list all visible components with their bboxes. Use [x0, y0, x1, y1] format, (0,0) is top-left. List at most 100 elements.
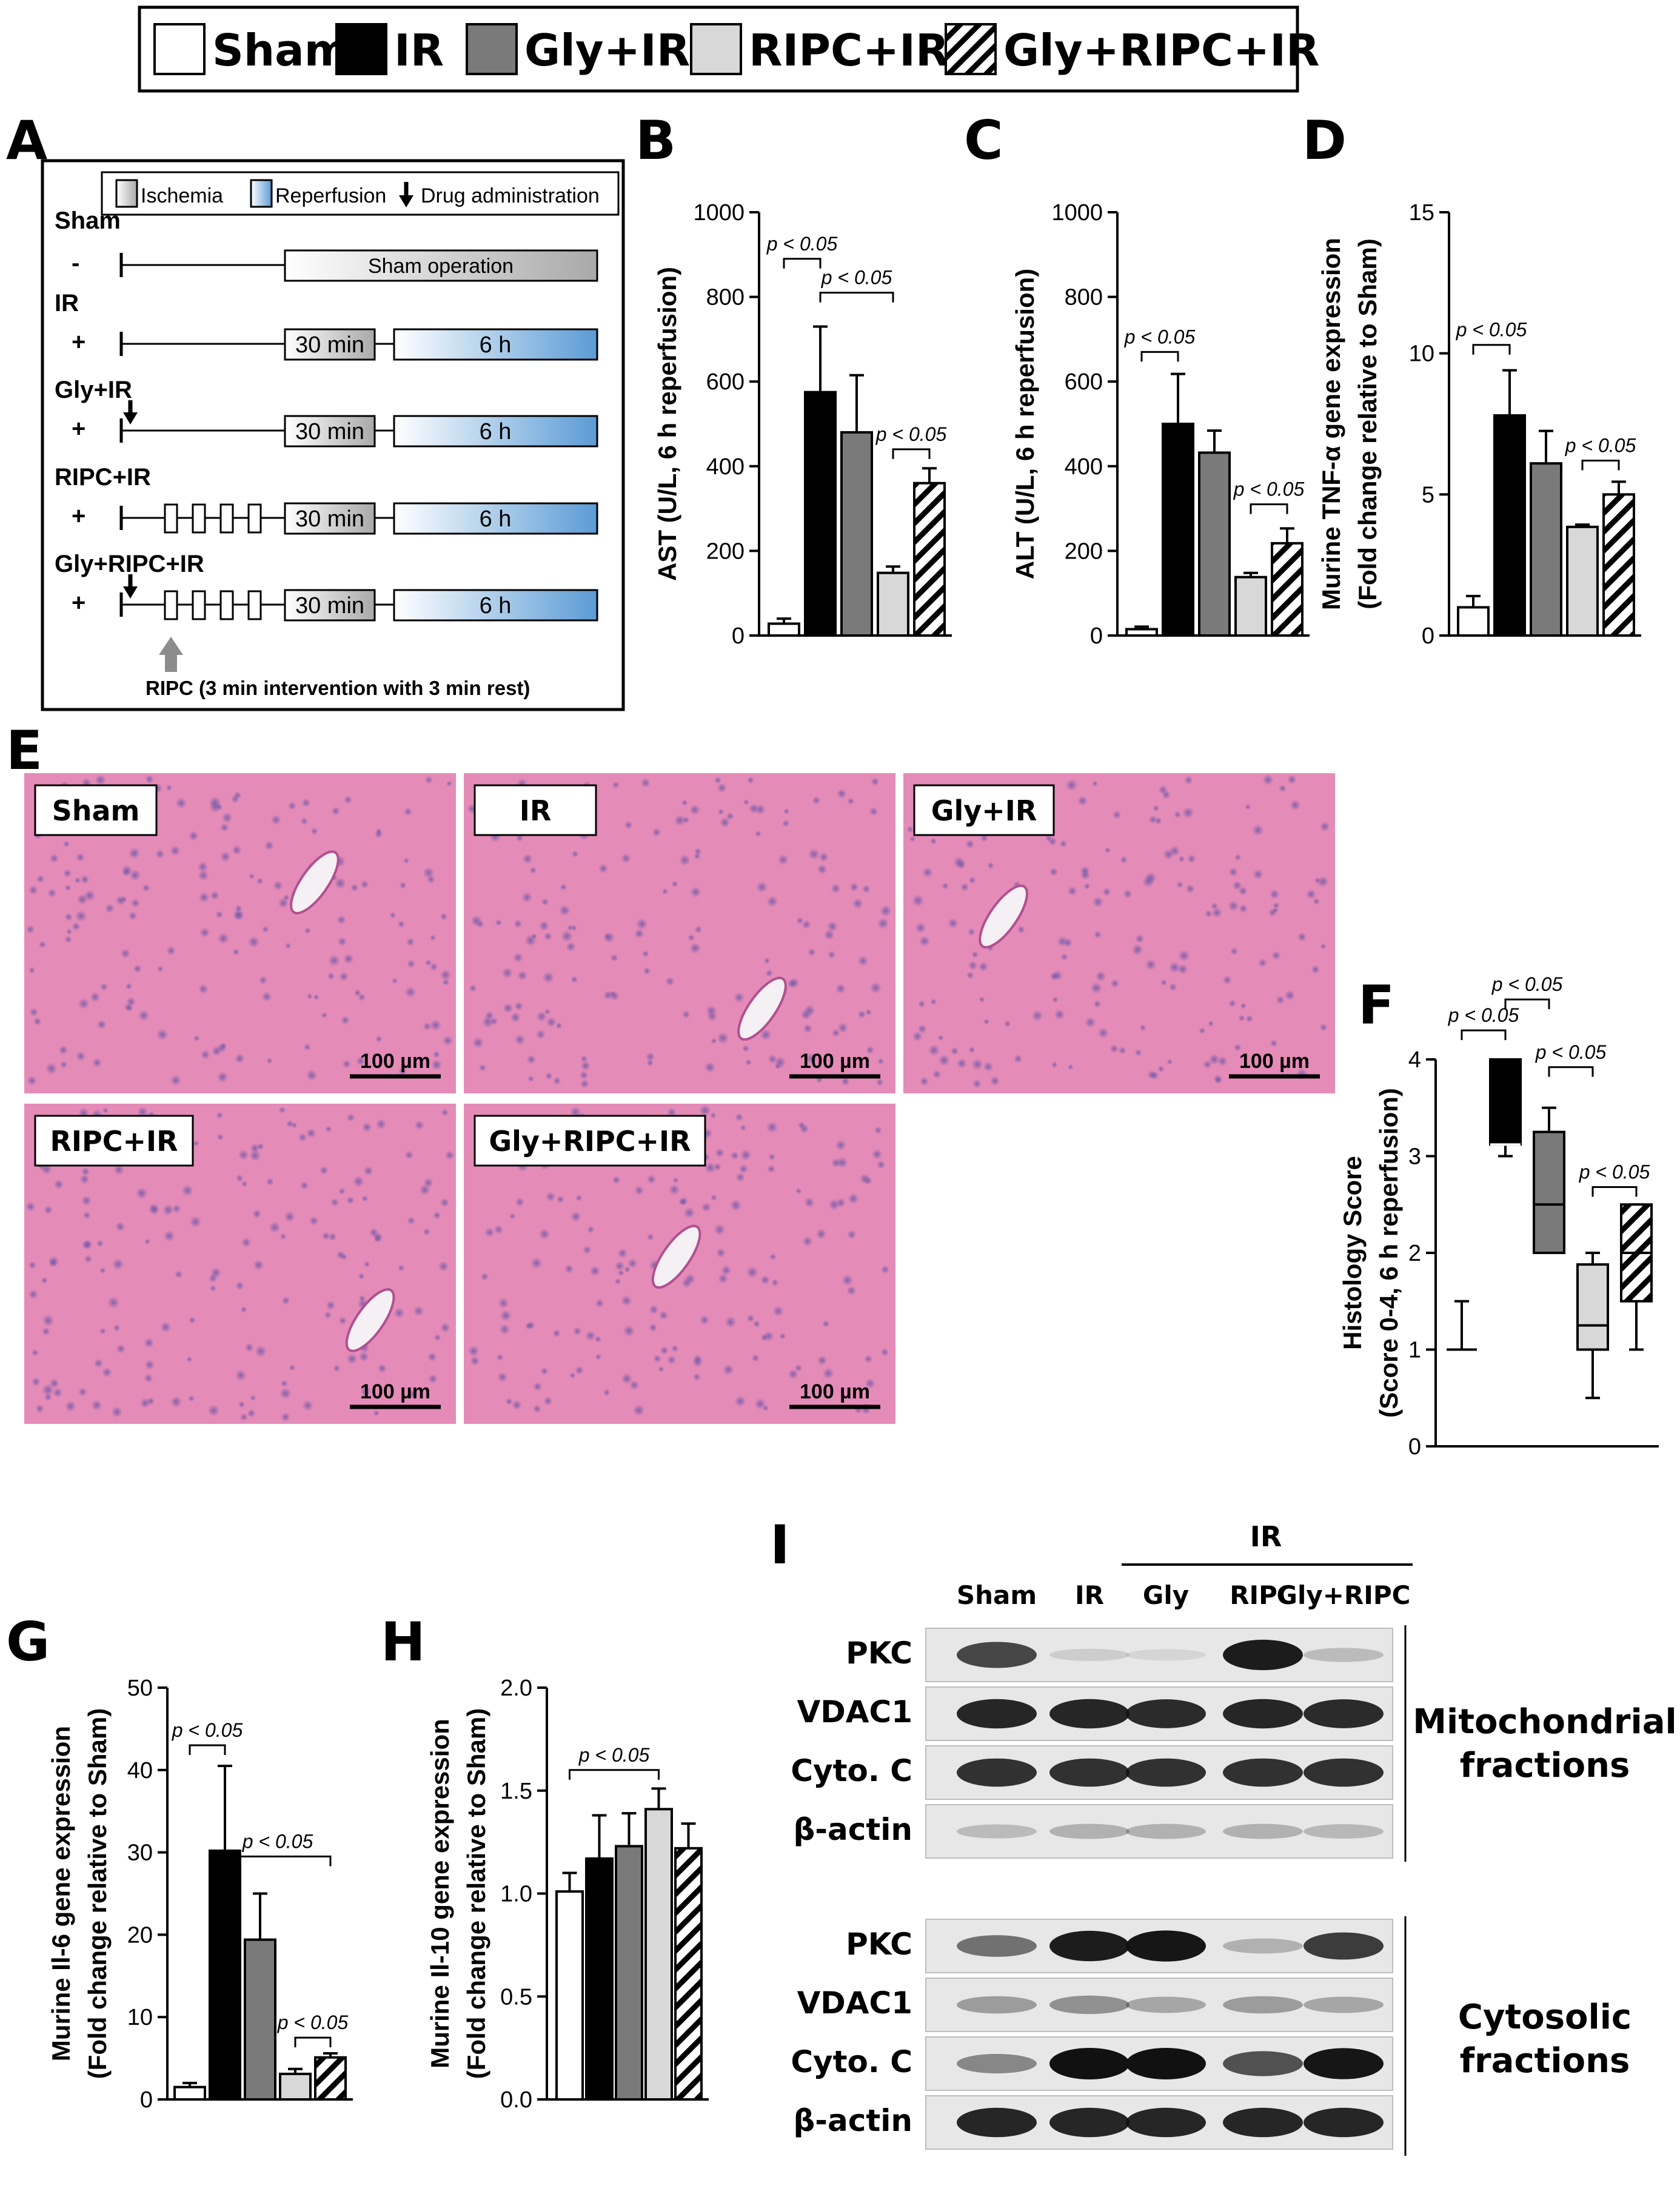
nucleus	[281, 1296, 290, 1305]
nucleus	[762, 1404, 769, 1412]
nucleus	[725, 1316, 737, 1328]
nucleus	[919, 1076, 929, 1086]
nucleus	[284, 1211, 295, 1223]
nucleus	[1142, 875, 1155, 888]
nucleus	[31, 1377, 41, 1387]
nucleus	[1077, 796, 1088, 806]
nucleus	[81, 1167, 90, 1176]
nucleus	[404, 986, 417, 998]
bracket-line	[1548, 1066, 1594, 1077]
nucleus	[1290, 799, 1301, 811]
nucleus	[1273, 902, 1280, 909]
nucleus	[373, 1410, 380, 1417]
nucleus	[1097, 1027, 1109, 1039]
nucleus	[266, 1058, 273, 1064]
histology-image: Gly+RIPC+IR 100 µm	[464, 1104, 895, 1424]
y-axis-label: AST (U/L, 6 h reperfusion)	[653, 267, 681, 581]
nucleus	[427, 1352, 437, 1362]
nucleus	[197, 861, 209, 873]
bracket-line	[294, 2036, 332, 2048]
nucleus	[538, 921, 549, 931]
blot-band	[1049, 1648, 1129, 1662]
nucleus	[658, 1310, 669, 1320]
chart-g: 0 10 20 30 40 50 Murine Il-6 gene expression (F…	[47, 1676, 353, 2113]
ripc-cycle-box	[192, 503, 206, 534]
nucleus	[81, 1195, 92, 1206]
nucleus	[1178, 856, 1185, 863]
nucleus	[566, 941, 576, 952]
nucleus	[331, 807, 341, 816]
nucleus	[467, 1345, 480, 1357]
nucleus	[1052, 996, 1059, 1003]
bracket-line	[1504, 998, 1550, 1010]
nucleus	[535, 1029, 546, 1039]
bar-ir	[209, 1849, 241, 2101]
blot-row: Cyto. C	[791, 1745, 1393, 1800]
nucleus	[571, 976, 578, 984]
nucleus	[987, 862, 994, 870]
nucleus	[444, 1150, 455, 1160]
nucleus	[247, 936, 260, 948]
nucleus	[438, 1261, 449, 1272]
y-axis-label-2: (Fold change relative to Sham)	[83, 1708, 112, 2079]
bar-sham	[1125, 628, 1158, 637]
nucleus	[403, 807, 412, 816]
nucleus	[747, 776, 755, 784]
nucleus	[1093, 930, 1102, 939]
bracket-line	[224, 1855, 332, 1867]
nucleus	[752, 1320, 760, 1328]
blot-lane-label: RIPC	[1230, 1580, 1296, 1610]
nucleus	[174, 1270, 183, 1279]
nucleus	[671, 1344, 679, 1352]
nucleus	[808, 948, 816, 956]
nucleus	[514, 1034, 526, 1045]
reperfusion-duration: 6 h	[480, 419, 512, 445]
nucleus	[875, 1078, 884, 1086]
nucleus	[716, 1248, 726, 1258]
nucleus	[1262, 774, 1274, 786]
significance-bracket: p < 0.05	[1491, 973, 1562, 1010]
nucleus	[340, 1016, 350, 1025]
blot-band	[957, 2107, 1037, 2138]
nucleus	[1083, 883, 1091, 890]
down-arrow-icon	[123, 400, 138, 424]
nucleus	[779, 1332, 786, 1340]
protocol-legend-drug: Drug administration	[421, 184, 600, 207]
nucleus	[746, 1266, 758, 1278]
significance-bracket: p < 0.05	[1565, 434, 1636, 471]
bar-gly-ir	[615, 1845, 643, 2101]
sham-operation-bar	[284, 249, 598, 282]
nucleus	[1090, 982, 1103, 994]
nucleus	[82, 1211, 91, 1220]
nucleus	[690, 886, 701, 898]
nucleus	[139, 1397, 150, 1409]
legend-label-sham: Sham	[212, 25, 350, 76]
nucleus	[1092, 780, 1099, 787]
blot-band	[1304, 1996, 1384, 2013]
nucleus	[377, 1364, 387, 1374]
nucleus	[433, 1334, 441, 1341]
nucleus	[113, 1164, 125, 1175]
legend: Sham IR Gly+IR RIPC+IR Gly+RIPC+IR	[138, 5, 1319, 93]
nucleus	[490, 1017, 498, 1025]
nucleus	[157, 965, 164, 972]
nucleus	[216, 1133, 224, 1141]
nucleus	[241, 1181, 248, 1187]
nucleus	[122, 868, 131, 877]
nucleus	[313, 994, 320, 1001]
chart-b: 0 200 400 600 800 1000 AST (U/L, 6 h reperfusi…	[653, 200, 952, 649]
blot-band	[1126, 1996, 1206, 2013]
panel-label-b: B	[635, 109, 676, 172]
bracket-line	[1591, 1186, 1638, 1197]
reperfusion-duration: 6 h	[480, 332, 512, 358]
nucleus	[259, 976, 267, 985]
protocol-legend-reperfusion: Reperfusion	[275, 184, 386, 207]
bracket-line	[189, 1744, 226, 1756]
nucleus	[815, 1228, 827, 1240]
blot-band	[1223, 1824, 1303, 1839]
nucleus	[922, 867, 933, 878]
nucleus	[800, 1008, 812, 1020]
nucleus	[543, 1396, 553, 1406]
nucleus	[306, 1128, 316, 1139]
